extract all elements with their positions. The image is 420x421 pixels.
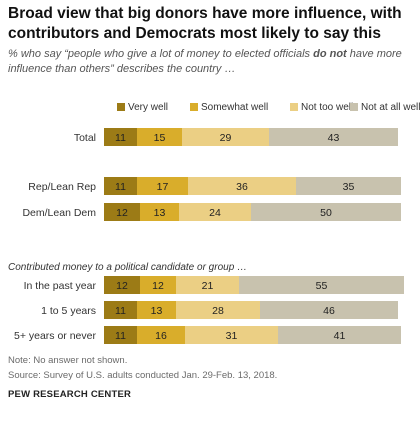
bar-segment	[104, 128, 137, 146]
data-label: 12	[116, 280, 128, 292]
bar-segment	[176, 301, 260, 319]
bar-segment	[188, 177, 296, 195]
bar-segment	[137, 128, 182, 146]
data-label: 21	[202, 280, 214, 292]
subtitle-emphasis: do not	[313, 48, 347, 60]
data-label: 16	[155, 330, 167, 342]
data-label: 11	[115, 305, 126, 317]
data-label: 41	[334, 330, 346, 342]
row-label: Total	[74, 132, 96, 144]
bar-segment	[137, 301, 176, 319]
data-label: 36	[236, 181, 248, 193]
legend-label: Not at all well	[361, 102, 420, 113]
bar-segment	[278, 326, 401, 344]
bar-segment	[269, 128, 398, 146]
row-label: Dem/Lean Dem	[22, 207, 96, 219]
source-text: Source: Survey of U.S. adults conducted …	[8, 370, 278, 381]
data-label: 24	[209, 207, 221, 219]
bar-segment	[176, 276, 239, 294]
bar-segment	[137, 326, 185, 344]
bar-segment	[104, 301, 137, 319]
bar-segment	[104, 276, 140, 294]
data-label: 11	[115, 181, 126, 193]
bar-segment	[104, 326, 137, 344]
section-label: Contributed money to a political candida…	[8, 262, 247, 273]
bar-segment	[182, 128, 269, 146]
bar-segment	[296, 177, 401, 195]
row-label: 5+ years or never	[14, 330, 97, 342]
data-label: 13	[154, 207, 166, 219]
bar-segment	[251, 203, 401, 221]
row-label: Rep/Lean Rep	[28, 181, 96, 193]
subtitle-text-end: have more influence than others” describ…	[8, 48, 402, 75]
data-label: 13	[151, 305, 163, 317]
data-label: 11	[115, 132, 126, 144]
legend-swatch	[290, 103, 298, 111]
bar-segment	[185, 326, 278, 344]
legend-swatch	[190, 103, 198, 111]
bar-segment	[104, 177, 137, 195]
legend-label: Not too well	[301, 102, 353, 113]
data-label: 43	[328, 132, 340, 144]
legend-swatch	[350, 103, 358, 111]
subtitle-text-start: % who say “people who give a lot of mone…	[8, 48, 314, 60]
bar-segment	[140, 203, 179, 221]
chart-subtitle: % who say “people who give a lot of mone…	[8, 47, 414, 77]
source-organization: PEW RESEARCH CENTER	[8, 389, 132, 400]
data-label: 11	[115, 330, 126, 342]
note-text: Note: No answer not shown.	[8, 355, 128, 366]
chart-title: Broad view that big donors have more inf…	[8, 5, 402, 42]
data-label: 31	[226, 330, 238, 342]
data-label: 28	[212, 305, 224, 317]
bar-segment	[140, 276, 176, 294]
bar-segment	[137, 177, 188, 195]
bar-segment	[179, 203, 251, 221]
data-label: 12	[152, 280, 164, 292]
legend-label: Very well	[128, 102, 168, 113]
data-label: 29	[220, 132, 232, 144]
data-label: 12	[116, 207, 128, 219]
data-label: 55	[316, 280, 328, 292]
bar-segment	[260, 301, 398, 319]
data-label: 50	[320, 207, 332, 219]
data-label: 46	[323, 305, 335, 317]
row-label: In the past year	[24, 280, 97, 292]
data-label: 17	[157, 181, 169, 193]
legend-label: Somewhat well	[201, 102, 268, 113]
bar-segment	[239, 276, 404, 294]
row-label: 1 to 5 years	[41, 305, 96, 317]
legend-swatch	[117, 103, 125, 111]
data-label: 35	[343, 181, 355, 193]
bar-segment	[104, 203, 140, 221]
data-label: 15	[154, 132, 166, 144]
